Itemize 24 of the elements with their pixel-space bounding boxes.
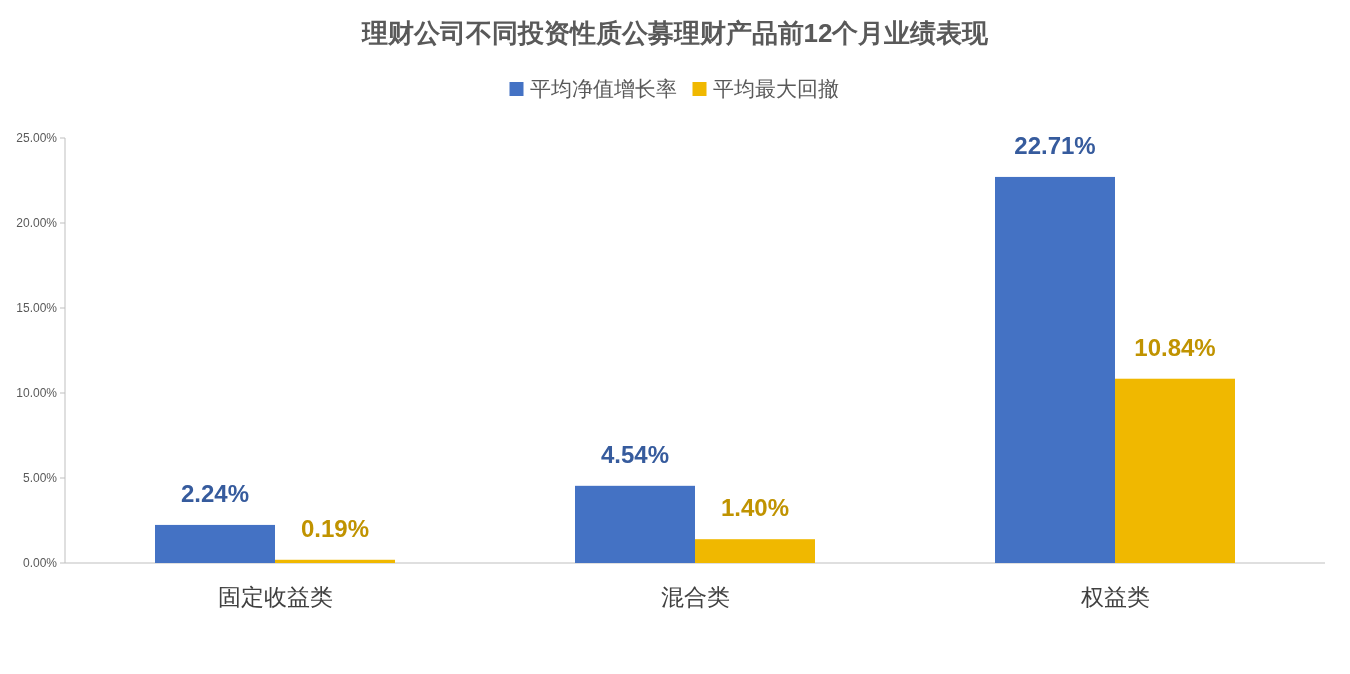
y-tick-label: 20.00% <box>16 216 58 230</box>
bar <box>275 559 395 563</box>
y-tick-label: 0.00% <box>22 556 58 570</box>
bar <box>575 485 695 563</box>
chart-title: 理财公司不同投资性质公募理财产品前12个月业绩表现 <box>360 18 990 48</box>
data-label: 10.84% <box>1134 333 1216 361</box>
bar <box>155 524 275 563</box>
y-tick-label: 5.00% <box>22 471 58 485</box>
data-label: 2.24% <box>180 479 250 507</box>
data-label: 4.54% <box>600 440 670 468</box>
legend-label: 平均净值增长率 <box>529 77 677 100</box>
bar <box>995 176 1115 563</box>
data-label: 1.40% <box>720 494 790 522</box>
x-tick-label: 固定收益类 <box>217 584 333 610</box>
bar <box>1115 378 1235 563</box>
y-tick-label: 10.00% <box>16 386 58 400</box>
data-label: 22.71% <box>1014 131 1096 159</box>
legend-label: 平均最大回撤 <box>712 77 839 100</box>
y-tick-label: 15.00% <box>16 301 58 315</box>
data-label: 0.19% <box>300 514 370 542</box>
x-tick-label: 混合类 <box>660 584 730 610</box>
x-tick-label: 权益类 <box>1079 584 1150 610</box>
y-tick-label: 25.00% <box>16 131 58 145</box>
bar <box>695 539 815 563</box>
